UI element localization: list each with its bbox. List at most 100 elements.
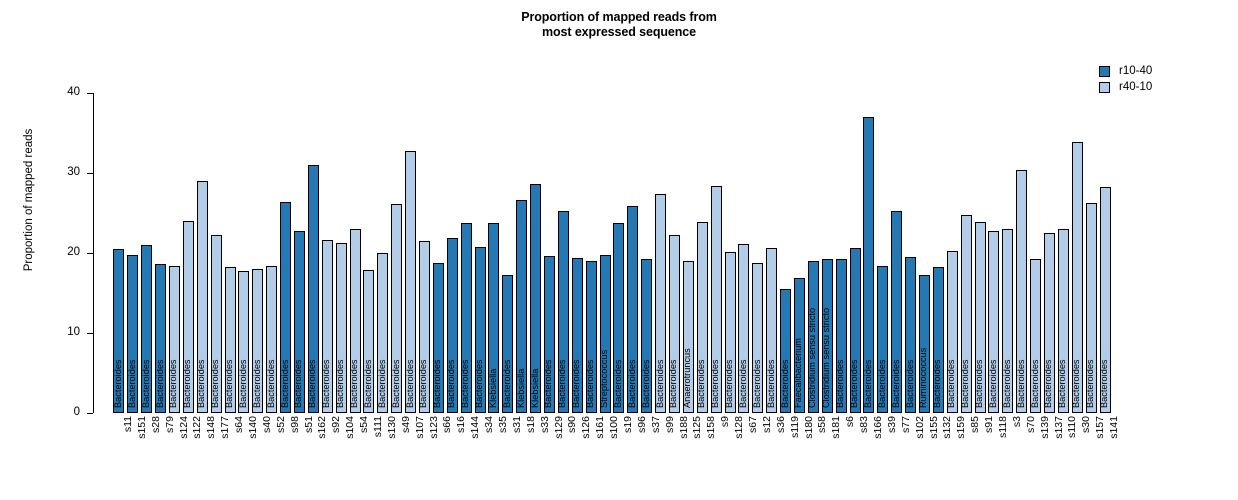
bar[interactable]: Bacteroides [766,248,778,413]
bar[interactable]: Bacteroides [1085,203,1097,413]
bar[interactable]: Bacteroides [210,235,222,413]
bar[interactable]: Bacteroides [321,240,333,413]
bar-genus-label: Bacteroides [1030,359,1040,408]
bar[interactable]: Bacteroides [293,231,306,413]
bar[interactable]: Clostridium sensu stricto [821,258,833,413]
bar[interactable]: Bacteroides [141,245,153,413]
bar-genus-label: Bacteroides [724,359,735,408]
bar[interactable]: Bacteroides [502,275,514,413]
bar[interactable]: Bacteroides [127,254,139,413]
bar-genus-label: Bacteroides [502,359,513,408]
bar[interactable]: Klebsiella [488,222,500,413]
bar-genus-label: Bacteroides [557,359,568,408]
bar[interactable]: Bacteroides [557,210,569,413]
bar[interactable]: Bacteroides [155,264,167,413]
bar[interactable]: Bacteroides [613,223,625,413]
bar[interactable]: Bacteroides [738,244,750,413]
bar[interactable]: Bacteroides [696,221,708,413]
x-axis-tick-label: s110 [1066,416,1079,438]
bar-genus-label: Bacteroides [543,359,554,408]
bar-genus-label: Bacteroides [391,359,401,408]
x-axis-tick-label: s188 [677,416,690,439]
bar-genus-label: Bacteroides [155,359,165,408]
bar-genus-label: Bacteroides [835,359,846,408]
bar-genus-label: Bacteroides [168,359,179,408]
bar[interactable]: Bacteroides [627,205,639,413]
bar[interactable]: Bacteroides [446,237,458,413]
bar[interactable]: Bacteroides [849,248,861,413]
bar[interactable]: Bacteroides [1016,169,1028,413]
bar[interactable]: Bacteroides [168,265,181,413]
bar[interactable]: Bacteroides [1099,187,1111,413]
x-axis-tick-label: s12 [760,416,773,433]
bar[interactable]: Bacteroides [835,259,847,413]
x-axis-tick-label: s157 [1094,416,1107,439]
bar[interactable]: Bacteroides [1071,141,1083,413]
bar[interactable]: Bacteroides [668,234,681,413]
bar[interactable]: Bacteroides [1002,229,1014,413]
bar[interactable]: Bacteroides [349,229,361,413]
bar[interactable]: Streptococcus [599,254,611,413]
bar[interactable]: Bacteroides [418,241,431,413]
bar[interactable]: Bacteroides [391,204,403,413]
x-axis-tick-label: s37 [649,416,662,433]
bar[interactable]: Bacteroides [335,242,347,413]
legend-item-r40-10[interactable]: r40-10 [1099,79,1219,95]
bar[interactable]: Bacteroides [710,185,722,413]
bar[interactable]: Bacteroides [905,257,917,413]
x-axis-tick-label: s162 [316,416,329,439]
bar[interactable]: Bacteroides [460,223,472,413]
bar[interactable]: Bacteroides [932,267,944,413]
bar[interactable]: Bacteroides [655,193,667,413]
bar[interactable]: Bacteroides [238,270,250,413]
bar[interactable]: Bacteroides [891,210,903,413]
bar[interactable]: Bacteroides [432,262,444,413]
bar[interactable]: Faecalibacterium [793,277,806,413]
y-axis-tick-mark [87,93,93,94]
bar[interactable]: Bacteroides [946,251,958,413]
bar[interactable]: Bacteroides [182,221,194,413]
bar[interactable]: Bacteroides [543,256,556,413]
x-axis-tick-label: s161 [594,416,607,439]
bar[interactable]: Bacteroides [280,201,292,413]
bar[interactable]: Bacteroides [1043,233,1056,413]
bar[interactable]: Bacteroides [307,165,319,413]
bar[interactable]: Klebsiella [530,184,542,413]
legend-item-r10-40[interactable]: r10-40 [1099,63,1219,79]
x-axis-tick-label: s39 [885,416,898,433]
bar[interactable]: Bacteroides [363,269,375,413]
x-axis-tick-label: s125 [691,416,704,439]
bar[interactable]: Bacteroides [474,247,486,413]
bar[interactable]: Bacteroides [863,117,875,413]
bar[interactable]: Klebsiella [516,200,528,413]
bar[interactable]: Bacteroides [960,215,972,413]
bar[interactable]: Anaerotruncus [682,261,694,413]
bar[interactable]: Ruminococcus [918,275,931,413]
bar[interactable]: Bacteroides [252,269,264,413]
bar[interactable]: Bacteroides [571,257,583,413]
bar[interactable]: Bacteroides [752,262,764,413]
bar[interactable]: Bacteroides [877,265,889,413]
bar[interactable]: Bacteroides [405,150,417,413]
bar[interactable]: Bacteroides [974,221,986,413]
bar[interactable]: Bacteroides [988,231,1000,413]
bar[interactable]: Bacteroides [113,249,125,413]
bar[interactable]: Clostridium sensu stricto [807,261,819,413]
bar[interactable]: Bacteroides [224,267,236,413]
x-axis-tick-label: s151 [135,416,148,439]
x-axis-tick-label: s139 [1038,416,1051,439]
bar[interactable]: Bacteroides [1057,229,1069,413]
y-axis-tick-label: 20 [67,246,80,258]
bar[interactable]: Bacteroides [724,252,736,413]
bar[interactable]: Bacteroides [196,181,208,413]
bar[interactable]: Bacteroides [641,259,653,413]
x-axis-tick-label: s158 [705,416,718,439]
bar[interactable]: Bacteroides [585,261,597,413]
bar[interactable]: Bacteroides [780,289,792,413]
bar-genus-label: Anaerotruncus [682,348,693,408]
bar[interactable]: Bacteroides [1030,258,1042,413]
bar[interactable]: Bacteroides [266,265,278,413]
x-axis-tick-label: s118 [996,416,1009,438]
bar[interactable]: Bacteroides [377,253,389,413]
x-axis-tick-label: s66 [441,416,454,433]
